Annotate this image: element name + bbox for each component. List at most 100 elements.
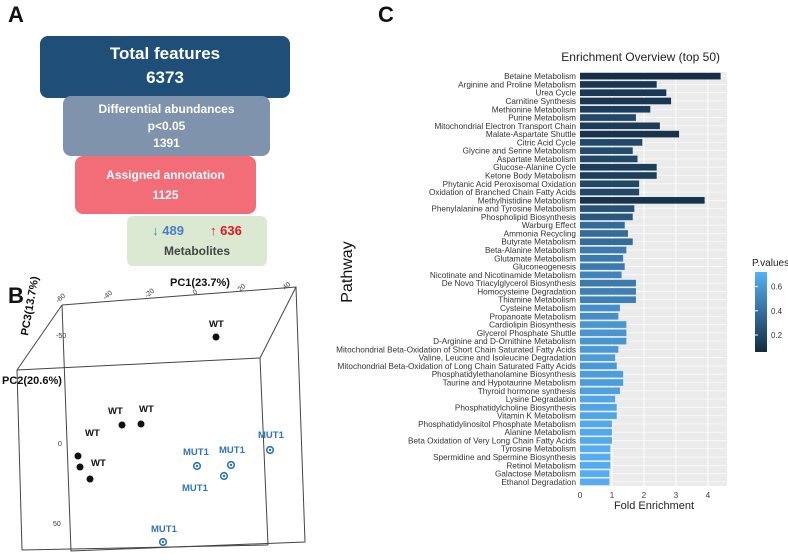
pc2-axis-label: PC2(20.6%) bbox=[2, 375, 62, 387]
category-label: Propanoate Metabolism bbox=[490, 312, 577, 321]
pca-back-face bbox=[61, 286, 306, 552]
bar bbox=[580, 412, 617, 419]
bar bbox=[580, 263, 625, 270]
pca-edge-front-top bbox=[16, 357, 261, 371]
pca-point-label: WT bbox=[91, 458, 106, 469]
metabolites-up: ↑ 636 bbox=[210, 221, 242, 241]
bar bbox=[580, 197, 705, 204]
bar bbox=[580, 172, 657, 179]
pca-point-center bbox=[161, 540, 165, 544]
bar bbox=[580, 370, 624, 378]
bar bbox=[580, 254, 624, 262]
category-label: De Novo Triacylglycerol Biosynthesis bbox=[442, 279, 576, 288]
bar bbox=[580, 238, 633, 246]
pc1-axis-label: PC1(23.7%) bbox=[170, 277, 230, 289]
category-label: Urea Cycle bbox=[536, 89, 577, 98]
pca-point-center bbox=[229, 463, 233, 467]
bar bbox=[580, 362, 617, 370]
category-label: Mitochondrial Electron Transport Chain bbox=[434, 122, 576, 131]
legend-tick-label: 0.4 bbox=[771, 307, 783, 316]
pca-point-label: MUT1 bbox=[219, 445, 246, 456]
differential-value: 1391 bbox=[153, 135, 180, 150]
x-tick-label: 0 bbox=[578, 490, 583, 500]
pc1-tick: -40 bbox=[102, 290, 114, 302]
x-tick-label: 3 bbox=[674, 490, 679, 500]
pc2-tick: 50 bbox=[53, 521, 61, 528]
x-tick-label: 4 bbox=[705, 490, 710, 500]
pca-edge-top-right bbox=[259, 286, 297, 359]
assigned-label: Assigned annotation bbox=[106, 168, 225, 182]
bar bbox=[580, 395, 616, 403]
pca-point-label: WT bbox=[209, 319, 224, 330]
differential-threshold: p<0.05 bbox=[147, 118, 186, 133]
bar bbox=[580, 221, 625, 229]
category-label: Cardiolipin Biosynthesis bbox=[489, 321, 576, 330]
legend-colorbar bbox=[755, 272, 767, 352]
category-label: Cysteine Metabolism bbox=[500, 304, 576, 313]
category-label: Taurine and Hypotaurine Metabolism bbox=[443, 379, 577, 388]
pc2-tick: -50 bbox=[56, 333, 66, 340]
assigned-value: 1125 bbox=[152, 188, 179, 202]
bar bbox=[580, 321, 627, 328]
bar bbox=[580, 271, 622, 279]
panel-c-letter: C bbox=[378, 2, 394, 27]
category-label: Methionine Metabolism bbox=[492, 105, 576, 114]
bar bbox=[580, 453, 611, 461]
pc3-axis-label: PC3(13.7%) bbox=[19, 275, 41, 336]
pca-point-label: MUT1 bbox=[258, 430, 285, 441]
bar bbox=[580, 139, 643, 146]
category-label: Beta-Alanine Metabolism bbox=[485, 246, 576, 255]
category-label: Purine Metabolism bbox=[508, 114, 576, 123]
category-label: Tyrosine Metabolism bbox=[501, 445, 576, 454]
bar bbox=[580, 354, 616, 361]
category-label: Mitochondrial Beta-Oxidation of Short Ch… bbox=[336, 345, 576, 354]
category-label: Gluconeogenesis bbox=[513, 263, 576, 272]
category-label: Phytanic Acid Peroxisomal Oxidation bbox=[443, 180, 577, 189]
bar bbox=[580, 163, 657, 171]
bar bbox=[580, 205, 635, 212]
metabolites-label: Metabolites bbox=[163, 244, 230, 258]
total-features-label: Total features bbox=[109, 44, 221, 63]
pca-point-label: MUT1 bbox=[182, 483, 209, 494]
category-label: Betaine Metabolism bbox=[504, 72, 576, 81]
x-tick-label: 2 bbox=[642, 490, 647, 500]
category-label: Malate-Aspartate Shuttle bbox=[486, 130, 577, 139]
pc1-tick: -20 bbox=[144, 288, 156, 300]
bar bbox=[580, 180, 640, 188]
bar bbox=[580, 147, 633, 154]
pca-box-edges bbox=[16, 286, 306, 552]
bar bbox=[580, 188, 640, 196]
category-label: Galactose Metabolism bbox=[495, 470, 576, 479]
metabolites-box: ↓ 489 ↑ 636 Metabolites bbox=[127, 216, 267, 266]
category-label: Valine, Leucine and Isoleucine Degradati… bbox=[419, 354, 577, 363]
bar bbox=[580, 304, 620, 312]
pc2-tick: 0 bbox=[58, 441, 62, 448]
legend-title: P.values bbox=[752, 258, 788, 269]
bar bbox=[580, 230, 628, 237]
x-axis-title: Fold Enrichment bbox=[614, 500, 694, 512]
pca-points: WT WT WT WT WT MUT1 MUT1 MUT1 MUT1 MUT1 bbox=[74, 319, 285, 547]
category-label: D-Arginine and D-Ornithine Metabolism bbox=[433, 337, 576, 346]
differential-abundances-box: Differential abundances p<0.05 1391 bbox=[63, 96, 270, 156]
category-label: Beta Oxidation of Very Long Chain Fatty … bbox=[408, 436, 576, 445]
category-label: Glycerol Phosphate Shuttle bbox=[477, 329, 577, 338]
enrichment-bar-chart: Enrichment Overview (top 50) Pathway Fol… bbox=[336, 50, 788, 512]
category-label: Aspartate Metabolism bbox=[497, 155, 576, 164]
category-label: Thyroid hormone synthesis bbox=[478, 387, 576, 396]
legend-ticks: 0.2 0.4 0.6 bbox=[755, 283, 783, 340]
pca-point-label: WT bbox=[139, 404, 154, 415]
legend-tick-label: 0.6 bbox=[771, 283, 783, 292]
x-tick-label: 1 bbox=[610, 490, 615, 500]
pc1-ticks: -60 -40 -20 0 20 40 bbox=[55, 281, 293, 304]
category-label: Warburg Effect bbox=[522, 221, 577, 230]
bar bbox=[580, 312, 619, 320]
metabolites-down: ↓ 489 bbox=[152, 221, 184, 241]
category-label: Ammonia Recycling bbox=[504, 229, 577, 238]
arrow-down-icon: ↓ bbox=[152, 223, 159, 238]
legend-tick-label: 0.2 bbox=[771, 331, 783, 340]
bar bbox=[580, 404, 617, 411]
bar bbox=[580, 296, 636, 304]
bar bbox=[580, 329, 627, 337]
category-label: Citric Acid Cycle bbox=[517, 138, 577, 147]
bar bbox=[580, 122, 660, 130]
